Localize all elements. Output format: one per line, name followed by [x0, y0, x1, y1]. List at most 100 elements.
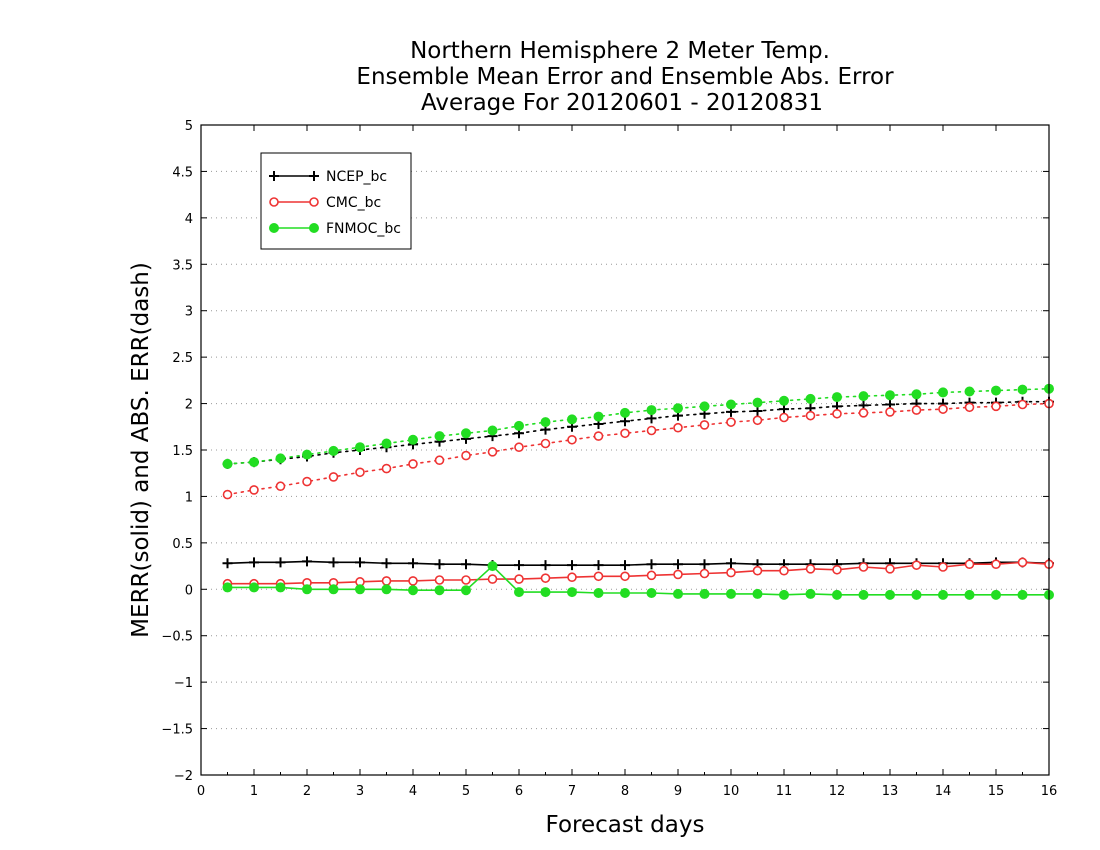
legend-label: NCEP_bc: [326, 169, 387, 185]
abs-error-point: [752, 397, 763, 408]
abs-error-point: [805, 410, 816, 421]
x-axis-ticks: 0 1 2 3 4 5 6 7 8 9 10 11 12 13 14 15 16: [197, 125, 1057, 799]
abs-error-point: [673, 403, 683, 414]
mean-error-point: [646, 559, 657, 570]
mean-error-point: [911, 589, 922, 600]
mean-error-point: [673, 588, 683, 599]
abs-error-point: [646, 425, 657, 436]
abs-error-point: [328, 472, 339, 482]
x-tick-label: 1: [250, 784, 258, 799]
mean-error-point: [752, 565, 763, 576]
abs-error-point: [434, 431, 445, 442]
mean-error-point: [726, 567, 736, 578]
mean-error-line-ncep-bc: [227, 560, 1050, 566]
mean-error-point: [408, 558, 418, 569]
abs-error-point: [938, 387, 948, 398]
abs-error-point: [222, 458, 233, 469]
abs-error-point: [593, 411, 604, 422]
mean-error-point: [355, 584, 365, 595]
abs-error-point: [858, 391, 869, 402]
mean-error-point: [726, 588, 736, 599]
x-tick-label: 12: [829, 784, 846, 799]
x-tick-label: 11: [776, 784, 793, 799]
mean-error-point: [249, 582, 259, 593]
legend-marker: [309, 197, 319, 207]
abs-error-point: [514, 420, 524, 431]
series-fnmoc-bc: [222, 383, 1054, 600]
mean-error-point: [964, 559, 975, 570]
x-tick-label: 6: [515, 784, 523, 799]
title-line-3: Average For 20120601 - 20120831: [421, 90, 823, 116]
abs-error-point: [302, 449, 312, 460]
x-tick-label: 4: [409, 784, 417, 799]
y-tick-label: 4.5: [172, 165, 193, 180]
mean-error-point: [328, 584, 339, 595]
abs-error-point: [222, 489, 233, 500]
abs-error-point: [779, 395, 789, 406]
x-axis-label: Forecast days: [546, 812, 705, 838]
mean-error-point: [779, 565, 789, 576]
mean-error-point: [567, 587, 577, 598]
plot-frame: [200, 124, 1050, 776]
abs-error-point: [885, 390, 895, 401]
mean-error-point: [991, 589, 1001, 600]
abs-error-point: [938, 404, 948, 414]
mean-error-point: [487, 561, 498, 572]
mean-error-point: [699, 568, 710, 579]
legend: NCEP_bc CMC_bc FNMOC_bc: [260, 152, 412, 250]
abs-error-point: [620, 407, 630, 418]
x-tick-label: 14: [935, 784, 952, 799]
mean-error-point: [514, 574, 524, 584]
mean-error-point: [991, 559, 1001, 570]
series-layer: [222, 383, 1054, 600]
abs-error-point: [805, 393, 816, 404]
mean-error-point: [646, 588, 657, 598]
abs-error-point: [275, 453, 286, 464]
legend-item-fnmoc-bc: FNMOC_bc: [269, 221, 401, 237]
mean-error-point: [858, 589, 869, 600]
abs-error-point: [567, 434, 577, 445]
abs-error-point: [646, 413, 657, 424]
mean-error-point: [275, 582, 286, 593]
mean-error-point: [302, 584, 312, 595]
y-tick-label: 0.5: [172, 537, 193, 552]
abs-error-point: [620, 416, 630, 427]
abs-error-point: [275, 481, 286, 492]
abs-error-point: [964, 386, 975, 397]
gridlines: [201, 170, 1049, 730]
x-tick-label: 3: [356, 784, 364, 799]
abs-error-point: [328, 445, 339, 456]
abs-error-point: [408, 459, 418, 469]
mean-error-point: [408, 585, 418, 596]
legend-marker: [309, 223, 319, 233]
y-tick-label: 3: [185, 305, 193, 320]
abs-error-point: [434, 455, 445, 466]
mean-error-point: [858, 562, 869, 572]
y-tick-label: 5: [185, 119, 193, 134]
mean-error-point: [726, 558, 736, 569]
abs-error-point: [302, 476, 312, 487]
mean-error-point: [779, 589, 789, 600]
abs-error-point: [699, 401, 710, 412]
mean-error-point: [911, 560, 922, 570]
mean-error-point: [461, 575, 471, 585]
mean-error-point: [832, 589, 842, 600]
abs-error-point: [911, 405, 922, 415]
mean-error-point: [222, 558, 233, 569]
mean-error-point: [381, 584, 392, 595]
mean-error-point: [673, 569, 683, 580]
y-axis-ticks: −2 −1.5 −1 −0.5 0 0.5 1 1.5 2 2.5 3 3.5 4 4.5 5: [161, 119, 1049, 784]
abs-error-point: [832, 408, 842, 419]
legend-marker: [269, 223, 279, 233]
abs-error-line-cmc-bc: [226, 402, 1050, 496]
abs-error-point: [593, 431, 604, 441]
mean-error-point: [408, 576, 418, 586]
legend-marker: [269, 197, 279, 207]
mean-error-point: [620, 560, 630, 571]
mean-error-point: [461, 559, 471, 570]
abs-error-point: [752, 415, 763, 426]
y-tick-label: −1: [174, 676, 193, 691]
mean-error-point: [434, 575, 445, 585]
mean-error-point: [328, 557, 339, 568]
mean-error-point: [620, 571, 630, 582]
